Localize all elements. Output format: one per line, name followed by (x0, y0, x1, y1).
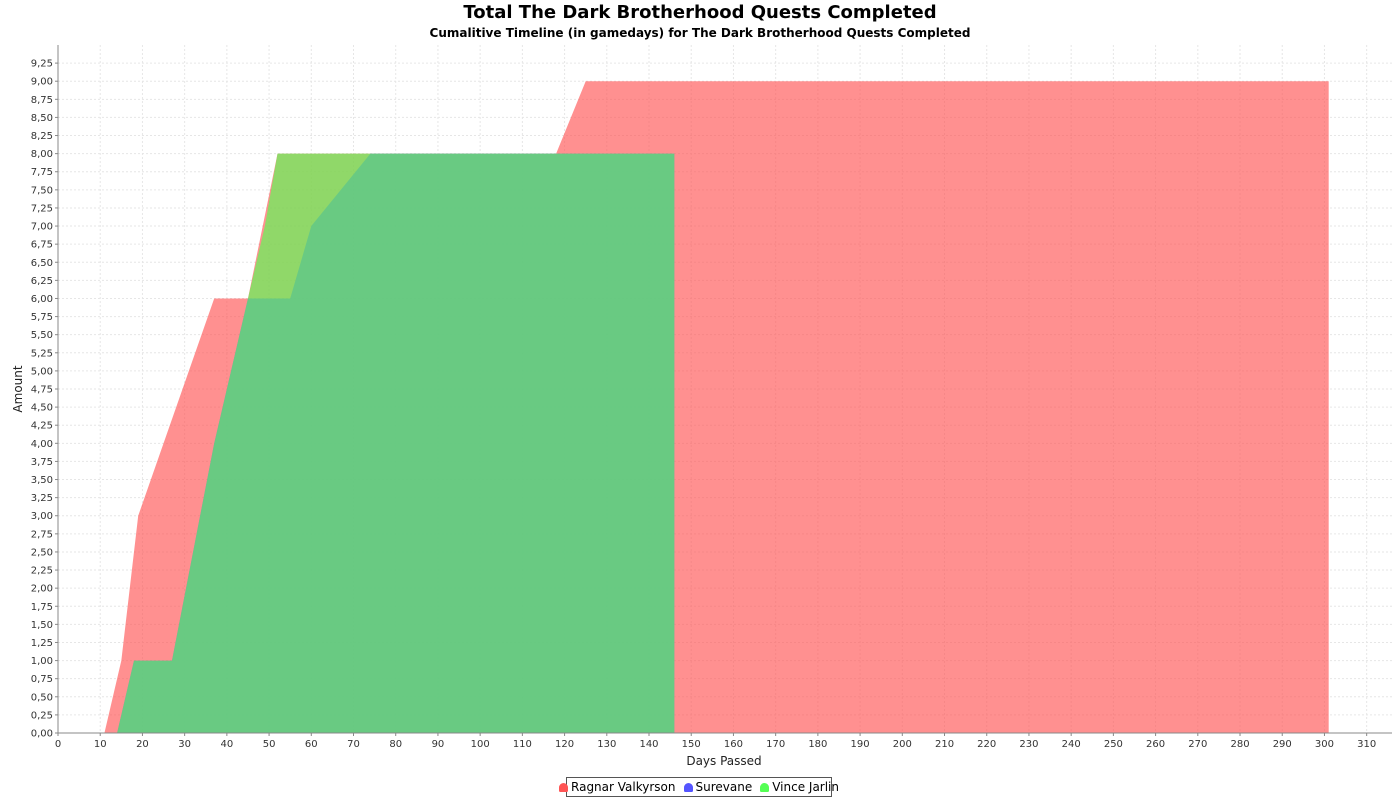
x-tick-label: 110 (513, 739, 532, 750)
y-tick-label: 6,00 (31, 294, 53, 305)
x-tick-label: 60 (305, 739, 318, 750)
x-tick-label: 200 (893, 739, 912, 750)
y-tick-label: 8,50 (31, 113, 53, 124)
x-tick-label: 30 (178, 739, 191, 750)
x-tick-label: 70 (347, 739, 360, 750)
y-tick-label: 9,00 (31, 77, 53, 88)
legend-item-vince-jarlin: Vince Jarlin (760, 780, 839, 794)
y-tick-label: 2,00 (31, 584, 53, 595)
y-tick-label: 7,75 (31, 167, 53, 178)
x-tick-label: 90 (432, 739, 445, 750)
y-tick-label: 8,75 (31, 95, 53, 106)
y-tick-label: 2,75 (31, 529, 53, 540)
legend-item-surevane: Surevane (683, 780, 753, 794)
x-tick-label: 140 (639, 739, 658, 750)
area-series-vince-jarlin (117, 153, 675, 733)
x-tick-label: 260 (1146, 739, 1165, 750)
y-tick-label: 4,25 (31, 421, 53, 432)
y-tick-label: 2,25 (31, 566, 53, 577)
y-tick-label: 7,25 (31, 203, 53, 214)
x-tick-label: 270 (1188, 739, 1207, 750)
y-tick-label: 0,00 (31, 729, 53, 740)
y-tick-label: 5,25 (31, 348, 53, 359)
x-tick-label: 280 (1230, 739, 1249, 750)
y-tick-label: 6,50 (31, 258, 53, 269)
x-tick-label: 240 (1062, 739, 1081, 750)
legend-label: Vince Jarlin (772, 780, 839, 794)
area-series-layer (104, 81, 1329, 733)
x-tick-label: 150 (682, 739, 701, 750)
y-tick-label: 4,50 (31, 403, 53, 414)
y-axis-ticks: 0,00 0,25 0,50 0,75 1,00 1,25 1,50 1,75 2,00 2,25… (31, 59, 58, 740)
y-tick-label: 1,75 (31, 602, 53, 613)
x-tick-label: 130 (597, 739, 616, 750)
x-tick-label: 290 (1273, 739, 1292, 750)
y-tick-label: 4,75 (31, 385, 53, 396)
x-axis-label: Days Passed (686, 754, 761, 768)
legend-swatch-icon (683, 782, 693, 792)
y-tick-label: 4,00 (31, 439, 53, 450)
x-tick-label: 40 (220, 739, 233, 750)
x-tick-label: 220 (977, 739, 996, 750)
legend-label: Ragnar Valkyrson (571, 780, 676, 794)
y-tick-label: 6,75 (31, 240, 53, 251)
x-tick-label: 120 (555, 739, 574, 750)
y-tick-label: 8,00 (31, 149, 53, 160)
y-tick-label: 9,25 (31, 59, 53, 70)
x-tick-label: 50 (263, 739, 276, 750)
x-axis-ticks: 0 10 20 30 40 50 60 70 80 90 100 110 120 130 140 150 160… (55, 733, 1376, 750)
x-tick-label: 20 (136, 739, 149, 750)
x-tick-label: 190 (851, 739, 870, 750)
y-tick-label: 6,25 (31, 276, 53, 287)
y-tick-label: 0,50 (31, 692, 53, 703)
y-tick-label: 5,00 (31, 366, 53, 377)
x-tick-label: 210 (935, 739, 954, 750)
x-tick-label: 310 (1357, 739, 1376, 750)
legend-swatch-icon (559, 782, 569, 792)
y-tick-label: 8,25 (31, 131, 53, 142)
legend-label: Surevane (695, 780, 753, 794)
legend: Ragnar Valkyrson Surevane Vince Jarlin (559, 777, 839, 797)
x-tick-label: 10 (94, 739, 107, 750)
x-tick-label: 0 (55, 739, 61, 750)
x-tick-label: 250 (1104, 739, 1123, 750)
x-tick-label: 230 (1019, 739, 1038, 750)
x-tick-label: 80 (389, 739, 402, 750)
y-axis-label: Amount (11, 365, 25, 412)
legend-item-ragnar-valkyrson: Ragnar Valkyrson (559, 780, 676, 794)
y-tick-label: 7,50 (31, 185, 53, 196)
x-tick-label: 300 (1315, 739, 1334, 750)
chart-title: Total The Dark Brotherhood Quests Comple… (463, 2, 937, 23)
x-tick-label: 160 (724, 739, 743, 750)
x-tick-label: 180 (808, 739, 827, 750)
y-tick-label: 0,25 (31, 710, 53, 721)
y-tick-label: 1,50 (31, 620, 53, 631)
y-tick-label: 5,75 (31, 312, 53, 323)
y-tick-label: 2,50 (31, 547, 53, 558)
y-tick-label: 3,75 (31, 457, 53, 468)
y-tick-label: 3,00 (31, 511, 53, 522)
y-tick-label: 0,75 (31, 674, 53, 685)
y-tick-label: 1,00 (31, 656, 53, 667)
y-tick-label: 3,50 (31, 475, 53, 486)
x-tick-label: 170 (766, 739, 785, 750)
y-tick-label: 1,25 (31, 638, 53, 649)
x-tick-label: 100 (471, 739, 490, 750)
y-tick-label: 5,50 (31, 330, 53, 341)
chart-subtitle: Cumalitive Timeline (in gamedays) for Th… (429, 26, 971, 40)
legend-swatch-icon (760, 782, 770, 792)
y-tick-label: 3,25 (31, 493, 53, 504)
y-tick-label: 7,00 (31, 222, 53, 233)
